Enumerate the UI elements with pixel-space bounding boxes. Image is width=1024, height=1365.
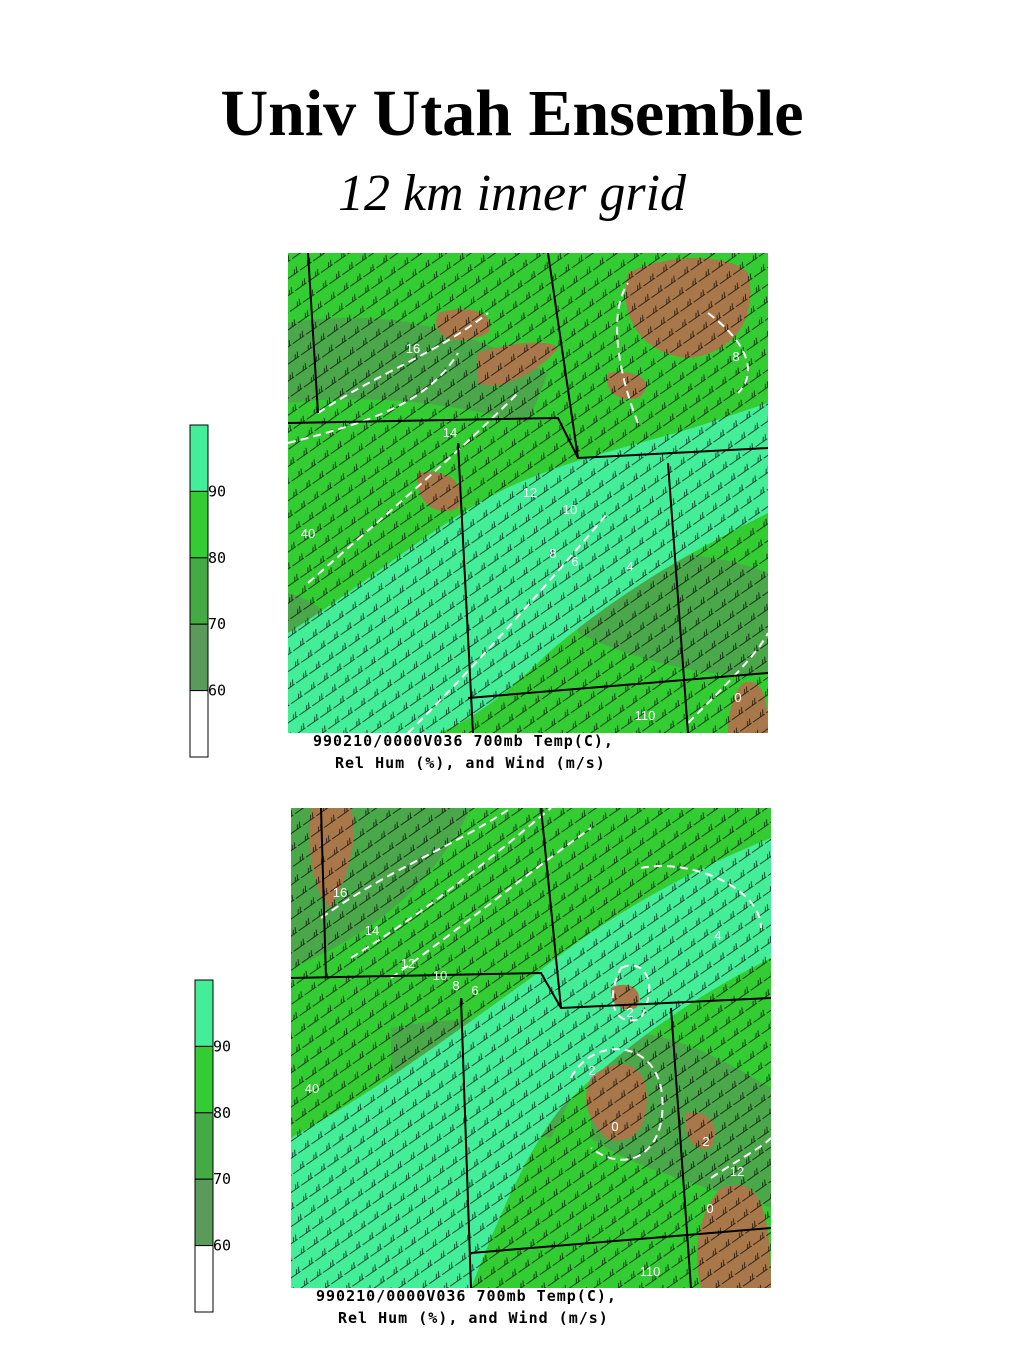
contour-label: 6 xyxy=(571,554,578,569)
state-border xyxy=(667,462,689,734)
state-border xyxy=(547,252,579,459)
wind-barbs xyxy=(288,253,768,733)
contour-label: 8 xyxy=(452,978,459,993)
temp-contour xyxy=(710,1137,772,1179)
map xyxy=(290,807,772,1289)
state-border xyxy=(467,672,769,699)
contour-label: 14 xyxy=(365,923,379,938)
state-border xyxy=(670,1007,692,1289)
state-border xyxy=(290,971,772,1010)
colorbar-label: 60 xyxy=(213,1237,231,1255)
map-caption: 990210/0000V036 700mb Temp(C), xyxy=(313,732,614,750)
temp-contour xyxy=(611,964,651,1022)
colorbar-segment xyxy=(194,1245,214,1313)
temp-contour xyxy=(307,392,519,584)
contour-label: 110 xyxy=(640,1264,661,1279)
contour-label: 0 xyxy=(734,690,741,705)
temp-contour xyxy=(317,312,489,414)
temp-contour xyxy=(407,512,609,734)
map-caption: Rel Hum (%), and Wind (m/s) xyxy=(335,754,606,772)
colorbar-label: 70 xyxy=(213,1170,231,1188)
colorbar-label: 90 xyxy=(213,1037,231,1055)
colorbar-segment xyxy=(194,1112,214,1180)
state-border xyxy=(307,252,319,414)
colorbar-segment xyxy=(194,1178,214,1247)
temp-contour xyxy=(320,807,512,919)
temp-contour xyxy=(390,827,592,979)
state-border xyxy=(460,997,472,1289)
temp-contour xyxy=(287,352,459,444)
temp-contour xyxy=(616,282,639,424)
colorbar-label: 60 xyxy=(208,682,226,700)
state-border xyxy=(320,807,327,979)
contour-label: 2 xyxy=(588,1063,595,1078)
colorbar-segment xyxy=(189,490,209,559)
contour-label: 4 xyxy=(714,928,721,943)
contour-label: 12 xyxy=(730,1164,744,1179)
temp-contour xyxy=(570,1048,664,1161)
contour-label: 8 xyxy=(732,349,739,364)
colorbar-segment xyxy=(189,424,209,492)
temp-contour xyxy=(707,312,749,394)
contour-label: 14 xyxy=(443,425,457,440)
contour-label: 10 xyxy=(433,968,447,983)
colorbar-label: 90 xyxy=(208,482,226,500)
temp-contour xyxy=(350,807,552,959)
wind-barbs xyxy=(291,808,771,1288)
contour-label: 12 xyxy=(401,956,415,971)
subtitle: 12 km inner grid xyxy=(338,165,687,222)
contour-label: 8 xyxy=(549,546,556,561)
contour-label: 16 xyxy=(406,341,420,356)
contour-label: 16 xyxy=(333,885,347,900)
colorbar-segment xyxy=(189,623,209,692)
temp-contour xyxy=(640,865,762,929)
contour-label: 110 xyxy=(635,708,656,723)
contour-label: 10 xyxy=(563,502,577,517)
map xyxy=(287,252,769,734)
contour-label: 4 xyxy=(626,559,633,574)
contour-label: 40 xyxy=(305,1081,319,1096)
state-border xyxy=(540,807,562,1009)
contour-label: 2 xyxy=(626,1005,633,1020)
contour-label: 6 xyxy=(471,983,478,998)
contour-label: 0 xyxy=(611,1119,618,1134)
colorbar-segment xyxy=(194,979,214,1047)
contour-label: 0 xyxy=(706,1201,713,1216)
colorbar-label: 70 xyxy=(208,615,226,633)
title: Univ Utah Ensemble xyxy=(220,77,803,150)
temp-contour xyxy=(687,632,769,724)
contour-label: 12 xyxy=(523,485,537,500)
colorbar-label: 80 xyxy=(208,549,226,567)
colorbar-label: 80 xyxy=(213,1104,231,1122)
state-border xyxy=(287,416,769,460)
state-border xyxy=(457,442,474,734)
map-caption: Rel Hum (%), and Wind (m/s) xyxy=(338,1309,609,1327)
map-caption: 990210/0000V036 700mb Temp(C), xyxy=(316,1287,617,1305)
contour-label: 40 xyxy=(301,526,315,541)
colorbar-segment xyxy=(189,557,209,625)
colorbar-segment xyxy=(194,1045,214,1114)
contour-label: 2 xyxy=(702,1134,709,1149)
state-border xyxy=(470,1227,772,1254)
colorbar-segment xyxy=(189,690,209,758)
